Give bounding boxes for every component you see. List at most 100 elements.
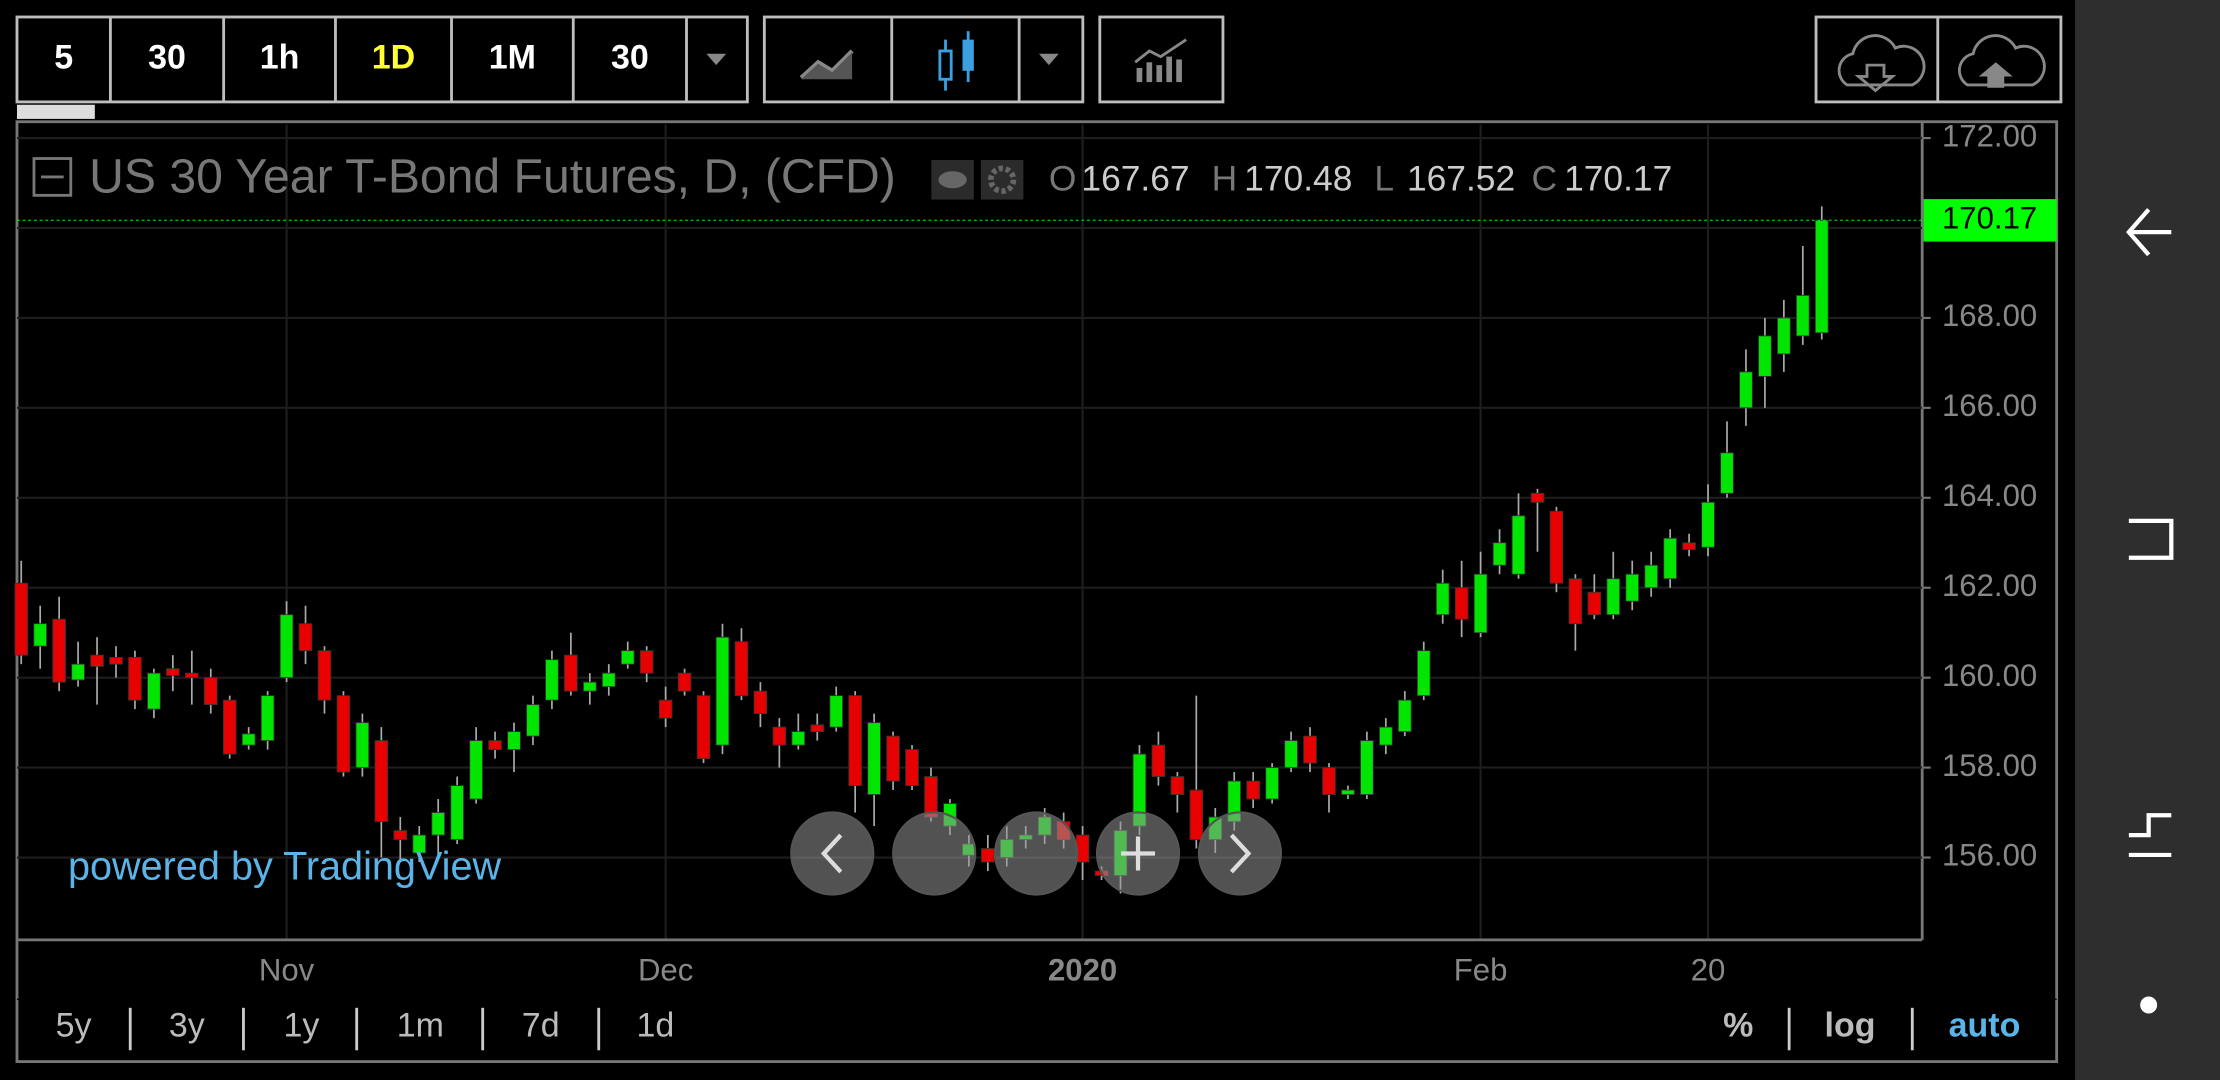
candle-body [1796, 295, 1810, 337]
candle-body [1170, 776, 1185, 795]
candle-body [1587, 591, 1602, 616]
nav-button[interactable] [1197, 811, 1283, 896]
candle-body [848, 695, 862, 786]
nav-button[interactable] [892, 811, 977, 896]
candle-body [1606, 578, 1621, 616]
line-style-icon[interactable] [799, 49, 854, 80]
candle-body [355, 722, 370, 769]
indicators-icon [1134, 38, 1187, 83]
candle-body [1473, 573, 1488, 634]
candle-body [867, 722, 881, 795]
range-button[interactable]: 5y [56, 1007, 92, 1045]
cloud-upload-icon[interactable] [1957, 34, 2046, 87]
candle-body [1720, 452, 1734, 494]
candle-body [1663, 537, 1677, 580]
eye-icon [938, 171, 967, 189]
candle-body [715, 636, 730, 746]
scale-button[interactable]: % [1723, 1007, 1753, 1045]
candle-body [583, 681, 597, 692]
range-button[interactable]: 1y [284, 1007, 320, 1045]
watermark: powered by TradingView [68, 845, 502, 889]
interval-button[interactable]: 30 [611, 38, 649, 76]
candle-body [147, 672, 161, 710]
y-tick-label: 160.00 [1942, 658, 2037, 693]
candle-body [772, 726, 787, 746]
candle-body [1189, 789, 1204, 840]
collapse-icon[interactable] [32, 157, 73, 197]
candle-body [298, 623, 313, 652]
candle-body [658, 699, 673, 719]
range-button[interactable]: 7d [522, 1007, 560, 1045]
recents-button[interactable] [2128, 518, 2174, 560]
candle-body [1568, 578, 1583, 625]
candle-body [1379, 726, 1393, 746]
back-button[interactable] [2126, 208, 2172, 257]
interval-group: 5 30 1h 1D 1M 30 [15, 15, 749, 104]
candle-body [1492, 542, 1507, 566]
x-tick-label: Nov [259, 953, 315, 988]
chart-title: US 30 Year T-Bond Futures, D, (CFD) [89, 149, 896, 203]
candle-body [203, 677, 218, 706]
candle-body [696, 695, 711, 760]
y-tick-label: 162.00 [1942, 568, 2037, 603]
switch-button[interactable] [2128, 813, 2172, 858]
interval-button[interactable]: 1D [372, 38, 415, 76]
interval-button[interactable]: 5 [54, 38, 73, 76]
y-tick-label: 166.00 [1942, 388, 2037, 423]
candle-body [829, 695, 844, 728]
candle-body [1322, 767, 1336, 795]
cloud-download-icon[interactable] [1837, 34, 1926, 87]
range-button[interactable]: 1m [397, 1007, 444, 1045]
y-tick-label: 156.00 [1942, 838, 2037, 873]
candle-body [564, 654, 578, 692]
candle-body [545, 659, 559, 701]
scroll-thumb[interactable] [16, 104, 95, 119]
indicators-button[interactable] [1098, 15, 1225, 104]
candle-body [52, 618, 66, 683]
nav-icon [1121, 836, 1156, 871]
last-price-tag [1923, 199, 2057, 242]
candle-body [90, 654, 104, 667]
chart-nav-buttons [790, 811, 1283, 896]
candle-body [128, 656, 142, 701]
upload-arrow [1978, 62, 2013, 88]
candle-body [33, 623, 47, 647]
candle-body [260, 695, 275, 742]
interval-button[interactable]: 30 [148, 38, 186, 76]
candle-body [1777, 317, 1791, 355]
candle-body [734, 641, 749, 697]
ohlc-key: H [1212, 160, 1238, 199]
candle-body [601, 672, 616, 688]
candle-body [1814, 219, 1829, 334]
candle-body [1758, 335, 1772, 377]
candle-body [1075, 834, 1090, 863]
candle-body [1416, 650, 1431, 697]
style-dropdown[interactable] [1038, 53, 1059, 66]
interval-dropdown[interactable] [706, 53, 727, 66]
nav-button[interactable] [790, 811, 875, 896]
candle-body [393, 830, 408, 840]
interval-button[interactable]: 1h [260, 38, 300, 76]
nav-button[interactable] [994, 811, 1079, 896]
scale-button[interactable]: auto [1949, 1007, 2021, 1045]
candle-body [810, 724, 825, 733]
home-button[interactable] [2140, 996, 2158, 1014]
bottom-bar: 5y 3y 1y 1m 7d 1d% log auto [56, 1007, 2021, 1051]
ohlc-key: C [1532, 160, 1558, 199]
candle-body [241, 733, 256, 746]
ohlc-key: L [1374, 160, 1394, 199]
ohlc-legend: O 167.67 H 170.48 L 167.52 C 170.17 [1049, 160, 1672, 199]
candle-body [1341, 789, 1355, 795]
x-tick-label: Feb [1454, 953, 1508, 988]
candle-body [374, 740, 389, 822]
range-button[interactable]: 1d [636, 1007, 674, 1045]
style-frame[interactable] [762, 15, 1085, 104]
candle-style-icon[interactable] [938, 31, 974, 91]
candle-body [317, 650, 332, 701]
interval-button[interactable]: 1M [489, 38, 536, 76]
x-tick-label: Dec [638, 953, 693, 988]
scale-button[interactable]: log [1825, 1007, 1876, 1045]
candle-body [905, 749, 919, 786]
range-button[interactable]: 3y [169, 1007, 205, 1045]
